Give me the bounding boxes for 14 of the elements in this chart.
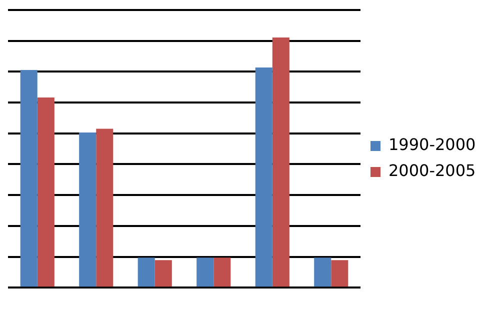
bar bbox=[314, 258, 332, 287]
legend-label: 1990-2000 bbox=[388, 135, 476, 154]
bar bbox=[37, 98, 54, 287]
bar bbox=[214, 258, 231, 287]
bar bbox=[20, 70, 38, 287]
bar bbox=[96, 128, 114, 287]
bar bbox=[255, 68, 272, 287]
bar bbox=[331, 260, 348, 287]
bar bbox=[196, 258, 214, 287]
legend-label: 2000-2005 bbox=[388, 161, 476, 180]
bar bbox=[272, 38, 290, 287]
bar bbox=[138, 258, 155, 287]
bar bbox=[79, 132, 96, 287]
bar bbox=[154, 260, 172, 287]
